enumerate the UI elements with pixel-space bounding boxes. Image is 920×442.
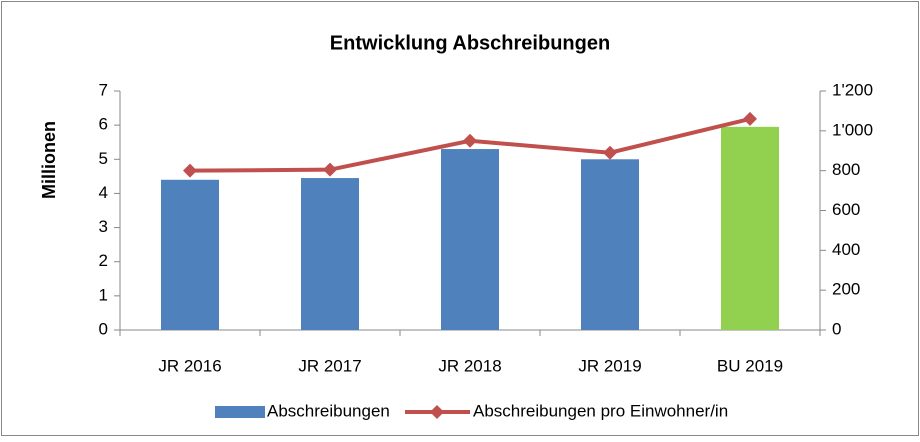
line-marker — [603, 145, 617, 160]
line-marker — [323, 162, 337, 177]
bar — [441, 149, 499, 330]
chart-title: Entwicklung Abschreibungen — [330, 32, 610, 54]
y2-tick-label: 400 — [832, 240, 860, 259]
y-tick-label: 5 — [99, 149, 108, 168]
line-marker — [183, 163, 197, 178]
y2-tick-label: 1'200 — [832, 80, 873, 99]
line-marker — [743, 111, 757, 126]
y-tick-label: 6 — [99, 115, 108, 134]
x-tick-label: JR 2019 — [578, 356, 641, 375]
y-tick-label: 7 — [99, 80, 108, 99]
y2-tick-label: 800 — [832, 160, 860, 179]
legend-label: Abschreibungen — [267, 401, 390, 420]
y2-tick-label: 200 — [832, 280, 860, 299]
y2-tick-label: 0 — [832, 319, 841, 338]
y-tick-label: 2 — [99, 251, 108, 270]
x-tick-label: JR 2017 — [298, 356, 361, 375]
y-tick-label: 1 — [99, 285, 108, 304]
y-tick-label: 4 — [99, 183, 108, 202]
line-marker — [463, 133, 477, 148]
bar — [161, 179, 219, 330]
y2-tick-label: 600 — [832, 200, 860, 219]
y-tick-label: 0 — [99, 319, 108, 338]
x-tick-label: JR 2016 — [158, 356, 221, 375]
bar — [301, 178, 359, 330]
bar — [721, 126, 779, 330]
legend-label: Abschreibungen pro Einwohner/in — [473, 401, 728, 420]
y-tick-label: 3 — [99, 217, 108, 236]
x-tick-label: JR 2018 — [438, 356, 501, 375]
x-tick-label: BU 2019 — [717, 356, 783, 375]
bar — [581, 159, 639, 330]
legend-marker — [430, 405, 444, 419]
y2-tick-label: 1'000 — [832, 120, 873, 139]
y-axis-label: Millionen — [39, 121, 59, 199]
legend-swatch — [215, 406, 265, 418]
